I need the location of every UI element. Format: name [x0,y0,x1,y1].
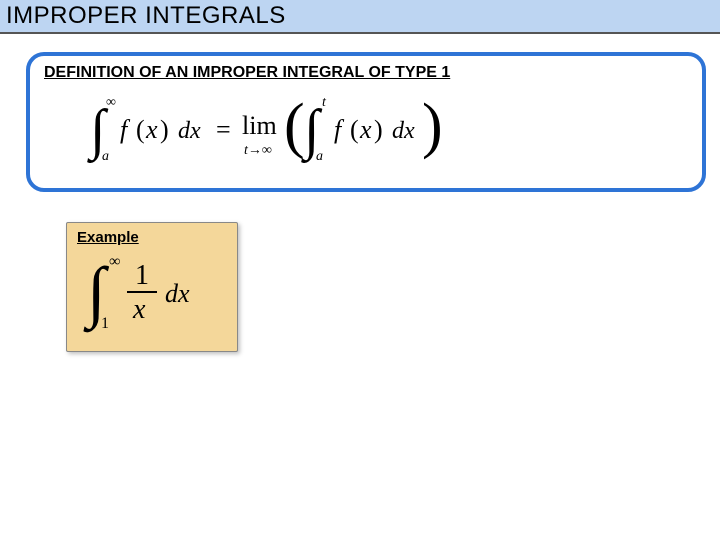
example-formula: ∫ ∞ 1 1 x dx [79,252,227,339]
svg-text:t→∞: t→∞ [244,143,272,158]
svg-text:f: f [120,115,131,144]
svg-text:(: ( [284,92,305,160]
svg-text:a: a [316,149,323,164]
svg-text:=: = [216,115,231,144]
example-heading: Example [77,229,227,246]
definition-formula: ∫ ∞ a f ( x ) dx = lim t→∞ ( ∫ t a f ( x… [66,92,688,175]
svg-text:∞: ∞ [109,253,120,270]
svg-text:f: f [334,115,345,144]
svg-text:): ) [160,115,169,144]
title-bar: IMPROPER INTEGRALS [0,0,720,34]
lhs-upper-bound: ∞ [106,95,116,110]
svg-text:lim: lim [242,111,277,140]
svg-text:x: x [145,115,158,144]
definition-heading: DEFINITION OF AN IMPROPER INTEGRAL OF TY… [44,64,688,82]
integral-limit-formula-svg: ∫ ∞ a f ( x ) dx = lim t→∞ ( ∫ t a f ( x… [66,92,456,170]
example-integral-svg: ∫ ∞ 1 1 x dx [79,252,219,334]
svg-text:): ) [374,115,383,144]
svg-text:dx: dx [165,279,190,308]
svg-text:x: x [132,294,146,325]
svg-text:(: ( [350,115,359,144]
svg-text:): ) [422,92,443,160]
svg-text:1: 1 [101,315,109,332]
definition-box: DEFINITION OF AN IMPROPER INTEGRAL OF TY… [26,52,706,192]
lhs-lower-bound: a [102,149,109,164]
example-box: Example ∫ ∞ 1 1 x dx [66,222,238,352]
svg-text:dx: dx [392,118,415,144]
svg-text:1: 1 [135,260,149,291]
svg-text:x: x [359,115,372,144]
svg-text:t: t [322,95,327,110]
svg-text:(: ( [136,115,145,144]
svg-text:dx: dx [178,118,201,144]
page-title: IMPROPER INTEGRALS [6,2,714,30]
